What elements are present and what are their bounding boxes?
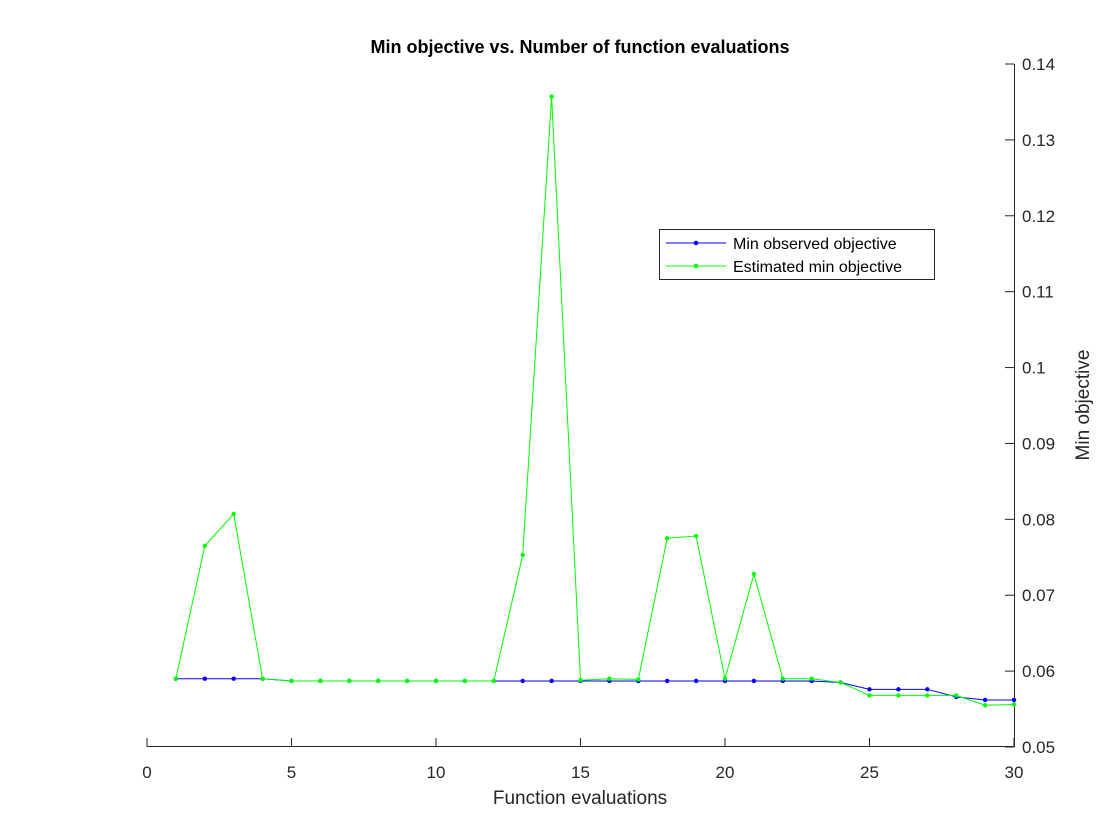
data-point — [838, 680, 843, 685]
data-point — [318, 678, 323, 684]
y-tick-label: 0.1 — [1022, 359, 1046, 378]
legend-label-estimated-min: Estimated min objective — [733, 259, 902, 276]
data-point — [231, 511, 236, 517]
data-point — [809, 676, 814, 681]
data-point — [491, 678, 496, 684]
y-axis-ticks: 0.05 0.06 0.07 0.08 0.09 0.1 0.11 0.12 0.13 0.14 — [1005, 55, 1055, 757]
data-point — [896, 693, 901, 698]
data-point — [520, 678, 525, 684]
data-point — [607, 676, 612, 681]
x-axis-ticks: 0 5 10 15 20 25 30 — [142, 738, 1023, 782]
data-point — [780, 676, 785, 681]
y-tick-label: 0.14 — [1022, 55, 1055, 74]
y-tick-label: 0.06 — [1022, 662, 1055, 681]
data-point — [925, 693, 930, 698]
data-point — [925, 687, 930, 692]
legend-marker-min-observed — [693, 240, 699, 246]
data-point — [1011, 697, 1017, 703]
x-tick-label: 25 — [860, 763, 879, 782]
data-point — [665, 678, 670, 684]
data-point — [549, 94, 554, 99]
data-point — [404, 678, 410, 684]
x-tick-label: 15 — [571, 763, 590, 782]
data-point — [636, 677, 641, 682]
data-point — [982, 697, 988, 703]
series-estimated-min — [173, 94, 1017, 708]
data-point — [693, 678, 699, 684]
data-point — [376, 678, 381, 684]
data-point — [722, 676, 728, 681]
y-tick-label: 0.11 — [1022, 283, 1054, 302]
y-tick-label: 0.13 — [1022, 131, 1055, 150]
data-point — [173, 676, 179, 681]
data-point — [982, 703, 988, 708]
legend-box — [659, 229, 935, 280]
legend: Min observed objective Estimated min obj… — [659, 229, 935, 280]
data-point — [751, 678, 757, 684]
data-point — [549, 678, 554, 684]
data-point — [693, 533, 699, 539]
legend-marker-estimated-min — [693, 263, 699, 269]
x-tick-label: 20 — [716, 763, 735, 782]
x-tick-label: 30 — [1005, 763, 1024, 782]
data-point — [751, 571, 757, 577]
chart-title: Min objective vs. Number of function eva… — [370, 37, 789, 57]
data-point — [202, 676, 207, 681]
x-axis-title: Function evaluations — [493, 788, 667, 809]
series-line — [175, 96, 1015, 706]
data-point — [665, 536, 670, 541]
data-point — [202, 543, 207, 549]
data-point — [578, 678, 583, 683]
y-axis-title: Min objective — [1073, 350, 1094, 461]
series-line — [175, 678, 1014, 701]
data-point — [867, 693, 872, 698]
data-point — [896, 687, 901, 692]
y-tick-label: 0.09 — [1022, 434, 1055, 453]
data-point — [231, 676, 236, 681]
y-tick-label: 0.07 — [1022, 586, 1055, 605]
data-point — [954, 693, 959, 698]
data-point — [462, 678, 468, 684]
y-tick-label: 0.08 — [1022, 510, 1055, 529]
x-tick-label: 0 — [142, 763, 151, 782]
legend-label-min-observed: Min observed objective — [733, 236, 897, 253]
data-point — [520, 552, 525, 558]
series-layer — [173, 94, 1017, 708]
x-tick-label: 5 — [287, 763, 296, 782]
x-tick-label: 10 — [427, 763, 446, 782]
data-point — [347, 678, 352, 684]
data-point — [1011, 702, 1017, 707]
data-point — [433, 678, 439, 684]
data-point — [867, 687, 872, 692]
data-point — [289, 678, 294, 684]
y-tick-label: 0.12 — [1022, 207, 1055, 226]
data-point — [260, 676, 265, 681]
y-tick-label: 0.05 — [1022, 738, 1055, 757]
